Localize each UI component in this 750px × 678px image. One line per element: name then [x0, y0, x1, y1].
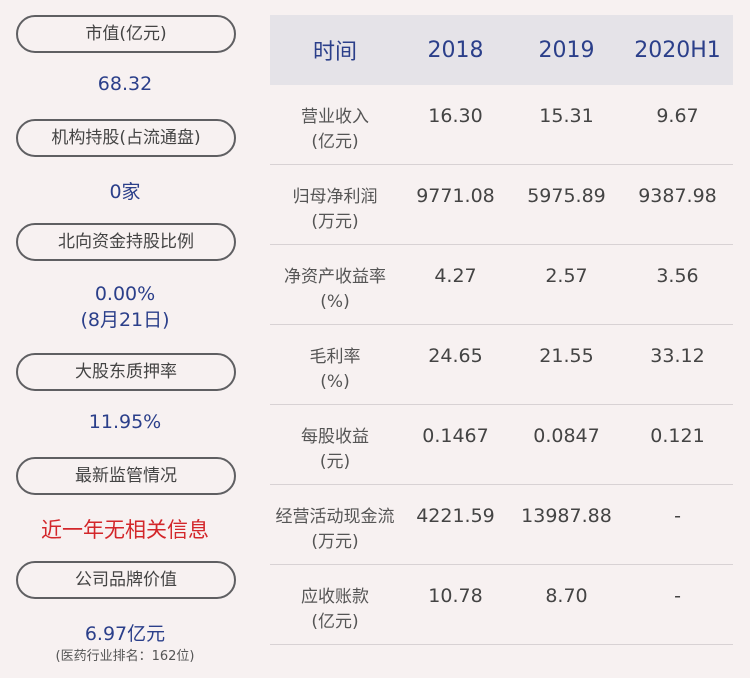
table-row: 每股收益 (元) 0.1467 0.0847 0.121 — [270, 405, 733, 485]
northbound-holding-percent: 0.00% — [94, 283, 156, 305]
institutional-holding-label: 机构持股(占流通盘) — [16, 119, 236, 157]
table-row: 经营活动现金流 (万元) 4221.59 13987.88 - — [270, 485, 733, 565]
header-2019: 2019 — [538, 37, 595, 63]
row-label: 归母净利润 (万元) — [270, 165, 400, 235]
brand-value: 6.97亿元 — [84, 623, 166, 645]
cell: 3.56 — [656, 265, 699, 287]
cell: 2.57 — [545, 265, 588, 287]
institutional-holding-value: 0家 — [109, 181, 141, 203]
regulatory-status-label: 最新监管情况 — [16, 457, 236, 495]
row-label-unit: (万元) — [311, 532, 359, 552]
row-label: 经营活动现金流 (万元) — [270, 485, 400, 555]
cell: 9771.08 — [416, 185, 495, 207]
cell: 0.1467 — [422, 425, 489, 447]
table-row: 应收账款 (亿元) 10.78 8.70 - — [270, 565, 733, 645]
cell: 4.27 — [434, 265, 477, 287]
cell: 21.55 — [539, 345, 594, 367]
cell: 9.67 — [656, 105, 699, 127]
cell: 5975.89 — [527, 185, 606, 207]
table-row: 净资产收益率 (%) 4.27 2.57 3.56 — [270, 245, 733, 325]
cell: 16.30 — [428, 105, 483, 127]
row-label-unit: (亿元) — [311, 612, 359, 632]
row-label-name: 毛利率 — [309, 347, 361, 367]
table-row: 营业收入 (亿元) 16.30 15.31 9.67 — [270, 85, 733, 165]
cell: 0.0847 — [533, 425, 600, 447]
market-cap-value: 68.32 — [97, 73, 153, 95]
pledge-rate-label: 大股东质押率 — [16, 353, 236, 391]
brand-value-label: 公司品牌价值 — [16, 561, 236, 599]
cell: 10.78 — [428, 585, 483, 607]
northbound-holding-label: 北向资金持股比例 — [16, 223, 236, 261]
row-label-name: 营业收入 — [301, 107, 369, 127]
table-row: 毛利率 (%) 24.65 21.55 33.12 — [270, 325, 733, 405]
cell: 8.70 — [545, 585, 588, 607]
left-panel: 市值(亿元) 68.32 机构持股(占流通盘) 0家 北向资金持股比例 0.00… — [0, 0, 250, 678]
header-2020h1: 2020H1 — [634, 37, 721, 63]
cell: - — [674, 505, 681, 527]
cell: - — [674, 585, 681, 607]
row-label: 每股收益 (元) — [270, 405, 400, 475]
cell: 33.12 — [650, 345, 705, 367]
cell: 15.31 — [539, 105, 594, 127]
header-time: 时间 — [312, 40, 357, 65]
row-label-unit: (亿元) — [311, 132, 359, 152]
row-label: 应收账款 (亿元) — [270, 565, 400, 635]
cell: 24.65 — [428, 345, 483, 367]
row-label: 毛利率 (%) — [270, 325, 400, 395]
pledge-rate-value: 11.95% — [88, 411, 162, 433]
row-label-unit: (%) — [320, 292, 350, 312]
row-label-name: 净资产收益率 — [284, 267, 386, 287]
cell: 0.121 — [650, 425, 705, 447]
northbound-holding-date: (8月21日) — [80, 309, 170, 331]
header-2018: 2018 — [427, 37, 484, 63]
market-cap-label: 市值(亿元) — [16, 15, 236, 53]
brand-rank-note: (医药行业排名：162位) — [55, 649, 195, 664]
table-row: 归母净利润 (万元) 9771.08 5975.89 9387.98 — [270, 165, 733, 245]
row-label-name: 每股收益 — [301, 427, 369, 447]
northbound-holding-value: 0.00% (8月21日) — [0, 281, 250, 333]
row-label-unit: (元) — [319, 452, 351, 472]
regulatory-status-value: 近一年无相关信息 — [41, 518, 209, 542]
financial-table: 时间 2018 2019 2020H1 营业收入 (亿元) 16.30 15.31… — [270, 15, 733, 645]
cell: 13987.88 — [521, 505, 612, 527]
row-label-unit: (万元) — [311, 212, 359, 232]
row-label-name: 应收账款 — [301, 587, 369, 607]
row-label-name: 归母净利润 — [292, 187, 378, 207]
cell: 9387.98 — [638, 185, 717, 207]
cell: 4221.59 — [416, 505, 495, 527]
row-label-unit: (%) — [320, 372, 350, 392]
row-label-name: 经营活动现金流 — [275, 507, 395, 527]
row-label: 营业收入 (亿元) — [270, 85, 400, 155]
table-header: 时间 2018 2019 2020H1 — [270, 15, 733, 85]
row-label: 净资产收益率 (%) — [270, 245, 400, 315]
